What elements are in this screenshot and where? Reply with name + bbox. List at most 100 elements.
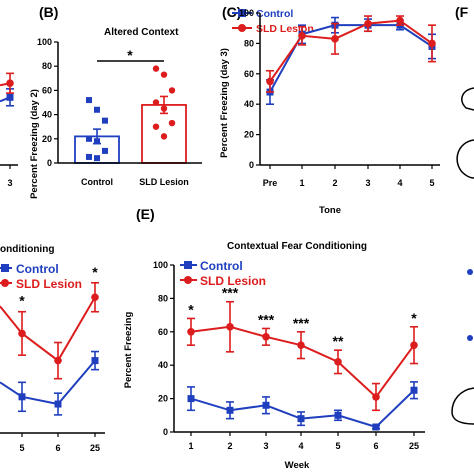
b-y-tick-label-3: 60 [42, 85, 52, 95]
legend-c-control-label: Control [256, 8, 293, 20]
c-lesion-point-1 [298, 32, 306, 40]
c-y-tick-label-0: 0 [249, 160, 254, 170]
d-control-line-lead [0, 381, 23, 398]
c-y-tick-label-5: 100 [239, 8, 254, 18]
a-x-tick-label-0: 3 [7, 178, 12, 188]
d-x-tick-label-0: 5 [19, 443, 24, 453]
legend-d: Control SLD Lesion [0, 262, 82, 291]
b-control-dot-5 [102, 147, 108, 154]
c-y-tick-label-2: 40 [244, 99, 254, 109]
e-significance-0: * [188, 301, 194, 317]
c-x-tick-label-5: 5 [429, 178, 434, 188]
e-lesion-point-6 [410, 341, 418, 349]
c-lesion-point-2 [331, 35, 339, 43]
e-control-point-4 [334, 411, 342, 419]
panel-f-outline-2 [456, 139, 474, 179]
e-control-point-1 [226, 406, 234, 414]
a-control-point-0 [6, 93, 14, 101]
e-x-tick-label-2: 3 [263, 441, 268, 451]
legend-d-control-marker [1, 264, 9, 272]
ylabel-b: Percent Freezing (day 2) [29, 89, 40, 199]
c-x-tick-label-1: 1 [299, 178, 304, 188]
b-lesion-dot-7 [160, 133, 168, 140]
e-y-tick-label-4: 80 [158, 293, 168, 303]
title-e: Contextual Fear Conditioning [227, 241, 367, 252]
d-lesion-point-2 [91, 293, 99, 302]
d-lesion-line-lead [0, 305, 23, 335]
b-y-tick-label-4: 80 [42, 61, 52, 71]
panel-letter-b: (B) [39, 4, 58, 20]
legend-e-lesion-marker [184, 276, 192, 284]
b-control-dot-3 [86, 135, 92, 142]
e-control-point-3 [297, 415, 305, 423]
b-lesion-dot-5 [168, 119, 176, 127]
e-lesion-point-4 [334, 358, 342, 366]
b-significance-star: * [127, 47, 133, 63]
c-y-tick-label-4: 80 [244, 38, 254, 48]
e-y-tick-label-2: 40 [158, 360, 168, 370]
title-d: onditioning [0, 244, 54, 255]
c-lesion-point-0 [266, 77, 274, 86]
d-significance-0: * [19, 293, 25, 309]
e-control-point-5 [372, 423, 380, 431]
b-y-tick-label-0: 0 [47, 158, 52, 168]
e-lesion-line [190, 325, 415, 399]
e-control-point-2 [262, 401, 270, 409]
e-lesion-point-5 [372, 393, 380, 401]
legend-e: Control SLD Lesion [180, 259, 266, 288]
e-significance-3: *** [293, 315, 310, 331]
e-y-tick-label-1: 20 [158, 394, 168, 404]
b-control-dot-2 [102, 117, 108, 124]
b-lesion-dot-2 [168, 87, 176, 94]
d-significance-2: * [92, 264, 98, 280]
b-control-dot-1 [94, 106, 100, 113]
c-lesion-point-5 [428, 39, 436, 48]
legend-e-control-marker [184, 261, 192, 269]
panel-f-marker-2 [467, 335, 473, 341]
a-lesion-point-0 [6, 79, 14, 88]
panel-f-outline-1 [461, 87, 474, 111]
b-control-dot-4 [94, 138, 100, 145]
d-control-point-1 [54, 400, 62, 408]
c-x-tick-label-2: 2 [332, 178, 337, 188]
xlabel-e: Week [285, 460, 310, 471]
title-b: Altered Context [104, 27, 179, 38]
panel-letter-c: (C) [222, 4, 241, 20]
c-y-tick-label-3: 60 [244, 69, 254, 79]
b-y-tick-label-5: 100 [37, 37, 52, 47]
c-x-tick-label-4: 4 [397, 178, 402, 188]
b-lesion-dot-4 [160, 105, 168, 112]
ylabel-c: Percent Freezing (day 3) [219, 48, 230, 158]
b-lesion-dot-0 [152, 65, 160, 72]
e-x-tick-label-6: 25 [409, 441, 419, 451]
e-x-tick-label-1: 2 [227, 441, 232, 451]
panel-letter-e: (E) [136, 206, 155, 222]
panel-letter-f: (F [455, 4, 469, 20]
e-x-tick-label-5: 6 [373, 441, 378, 451]
b-control-dot-7 [94, 155, 100, 162]
b-lesion-dot-6 [152, 123, 160, 130]
e-x-tick-label-3: 4 [298, 441, 303, 451]
d-control-point-0 [18, 393, 26, 401]
xlabel-c: Tone [319, 205, 341, 216]
d-lesion-point-1 [54, 356, 62, 365]
e-x-tick-label-4: 5 [335, 441, 340, 451]
e-significance-1: *** [222, 285, 239, 301]
panel-f-outline-3 [451, 387, 474, 425]
b-x-label-0: Control [81, 177, 113, 187]
b-lesion-dot-3 [152, 99, 160, 106]
e-x-tick-label-0: 1 [188, 441, 193, 451]
c-control-line [269, 24, 433, 93]
b-control-dot-6 [86, 153, 92, 160]
b-y-tick-label-2: 40 [42, 110, 52, 120]
e-lesion-point-0 [187, 328, 195, 336]
e-control-point-6 [410, 386, 418, 394]
legend-e-lesion-label: SLD Lesion [200, 274, 266, 288]
e-significance-4: ** [333, 333, 344, 349]
d-control-point-2 [91, 357, 99, 365]
e-significance-2: *** [258, 311, 275, 327]
c-x-tick-label-0: Pre [263, 178, 278, 188]
b-lesion-dot-1 [160, 71, 168, 78]
legend-d-lesion-label: SLD Lesion [16, 277, 82, 291]
